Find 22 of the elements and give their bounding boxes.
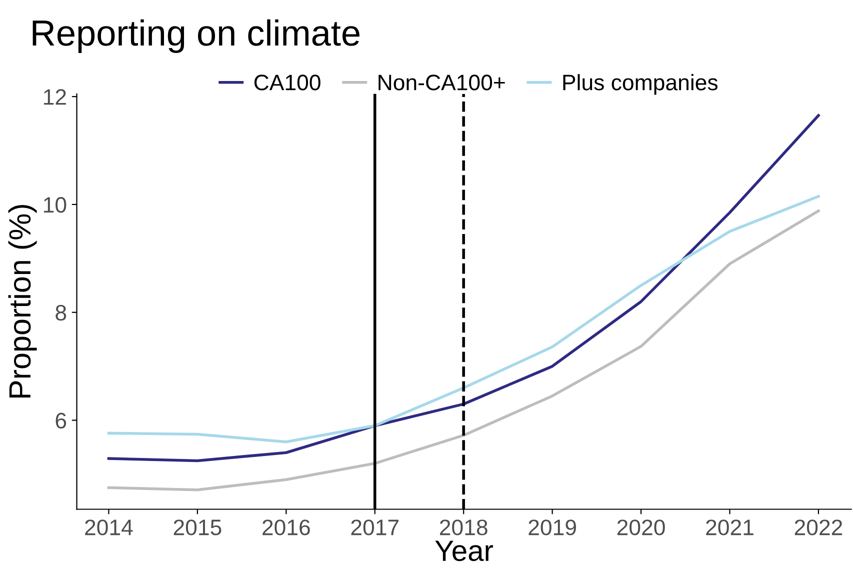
legend-label: CA100 (254, 74, 320, 90)
x-axis-title: Year (435, 540, 494, 562)
x-tick-label: 2017 (351, 520, 398, 536)
x-tick-label: 2015 (174, 520, 222, 536)
x-tick-label: 2018 (440, 520, 488, 536)
line-series (107, 210, 820, 492)
line-series (107, 194, 820, 444)
line-series (107, 114, 820, 462)
legend-label: Non-CA100+ (378, 74, 505, 90)
x-tick-label: 2022 (794, 520, 842, 536)
chart-title: Reporting on climate (32, 19, 360, 54)
y-tick-label: 8 (56, 304, 66, 321)
y-tick-label: 10 (44, 197, 66, 213)
y-axis-title: Proportion (%) (8, 204, 37, 398)
x-tick-label: 2019 (528, 520, 576, 536)
x-tick-label: 2014 (85, 520, 133, 536)
y-tick-label: 6 (56, 412, 66, 429)
legend-label: Plus companies (563, 74, 718, 95)
x-tick-label: 2016 (262, 520, 310, 536)
x-tick-label: 2021 (706, 520, 754, 536)
x-tick-label: 2020 (617, 520, 665, 536)
y-tick-label: 12 (44, 89, 66, 105)
